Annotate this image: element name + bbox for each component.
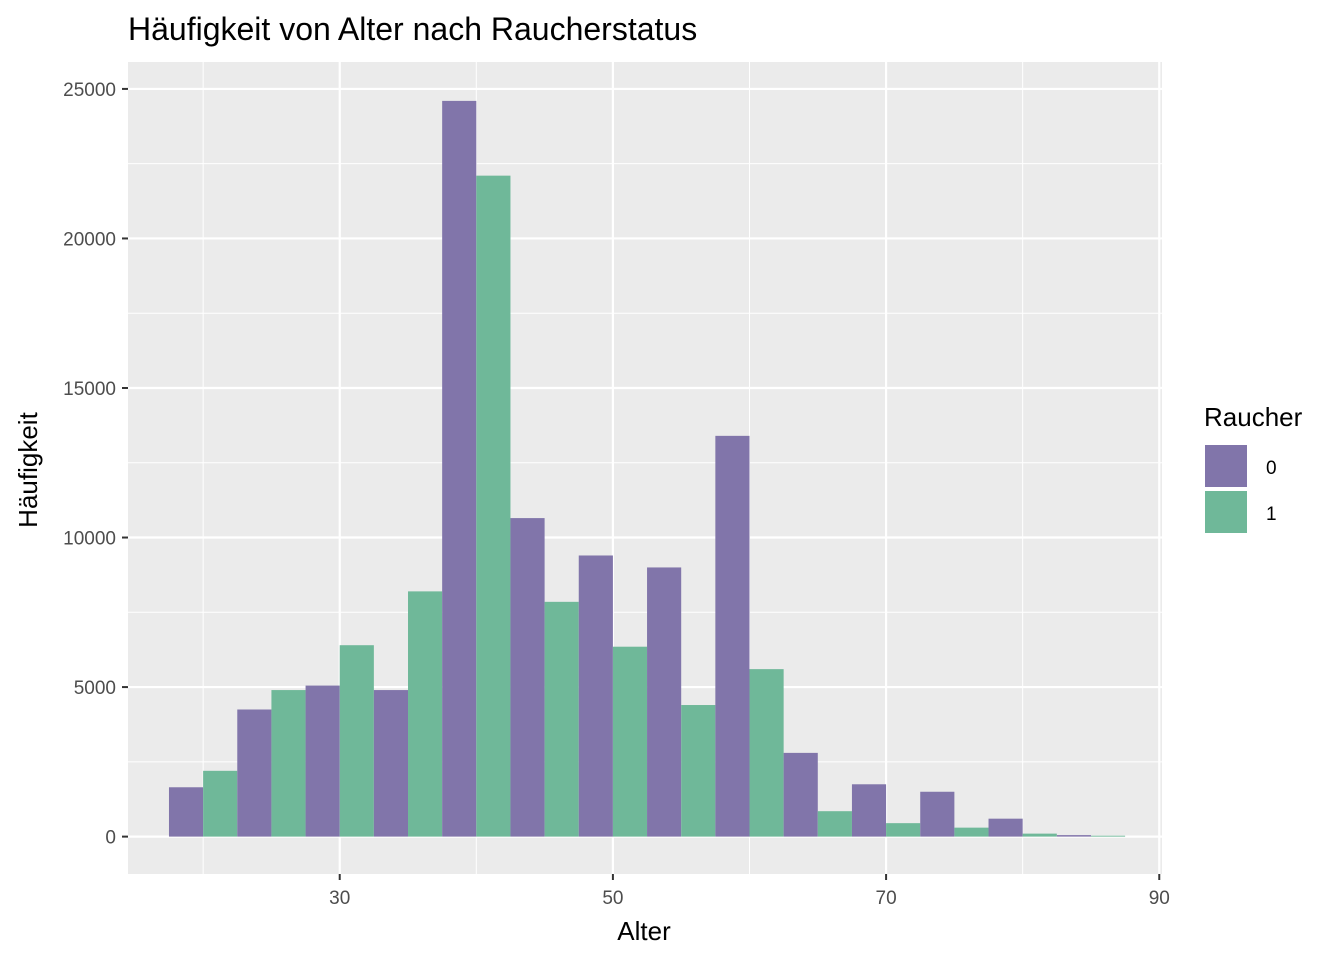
y-axis: 0 5000 10000 15000 20000 25000 xyxy=(63,80,128,849)
legend-label-0: 0 xyxy=(1266,458,1277,479)
x-tick-label: 70 xyxy=(876,888,897,909)
bar-series-1 xyxy=(612,646,648,837)
x-axis: 30 50 70 90 xyxy=(329,874,1170,909)
bar-series-0 xyxy=(1056,835,1091,837)
bar-series-1 xyxy=(681,705,716,837)
bar-series-0 xyxy=(578,555,613,837)
bar-series-1 xyxy=(886,823,921,837)
bar-series-0 xyxy=(920,791,955,837)
y-tick-label: 25000 xyxy=(63,80,116,101)
bar-series-0 xyxy=(715,435,750,837)
legend-title: Raucher xyxy=(1204,402,1303,432)
chart-title: Häufigkeit von Alter nach Raucherstatus xyxy=(128,11,697,47)
legend-key-1 xyxy=(1203,489,1249,535)
x-tick-label: 90 xyxy=(1149,888,1170,909)
bar-series-1 xyxy=(339,645,374,837)
bar-series-1 xyxy=(749,669,784,837)
bar-series-0 xyxy=(851,784,887,837)
x-axis-title: Alter xyxy=(617,916,671,946)
legend-label-1: 1 xyxy=(1266,504,1277,525)
bars xyxy=(168,100,1126,837)
bar-series-0 xyxy=(373,690,409,837)
y-tick-label: 15000 xyxy=(63,379,116,400)
y-tick-label: 0 xyxy=(105,828,116,849)
bar-series-1 xyxy=(954,827,989,837)
bar-series-0 xyxy=(510,518,545,837)
bar-series-1 xyxy=(544,601,579,837)
y-tick-label: 5000 xyxy=(74,678,116,699)
bar-series-1 xyxy=(408,591,443,837)
bar-series-0 xyxy=(442,100,477,837)
bar-series-0 xyxy=(305,685,340,837)
x-tick-label: 30 xyxy=(329,888,350,909)
bar-series-1 xyxy=(1022,833,1057,837)
y-tick-label: 20000 xyxy=(63,229,116,250)
x-tick-label: 50 xyxy=(602,888,623,909)
bar-series-0 xyxy=(783,752,818,837)
y-axis-title: Häufigkeit xyxy=(13,411,43,527)
bar-series-0 xyxy=(988,818,1023,837)
bar-series-1 xyxy=(476,175,511,837)
bar-series-1 xyxy=(271,690,306,837)
legend: Raucher 0 1 xyxy=(1203,402,1303,535)
legend-key-0 xyxy=(1203,443,1249,489)
bar-series-1 xyxy=(817,811,852,837)
bar-series-0 xyxy=(237,709,272,837)
bar-series-1 xyxy=(1090,835,1126,837)
bar-series-0 xyxy=(647,567,682,837)
y-tick-label: 10000 xyxy=(63,529,116,550)
bar-series-0 xyxy=(168,787,204,837)
bar-series-1 xyxy=(203,770,238,837)
